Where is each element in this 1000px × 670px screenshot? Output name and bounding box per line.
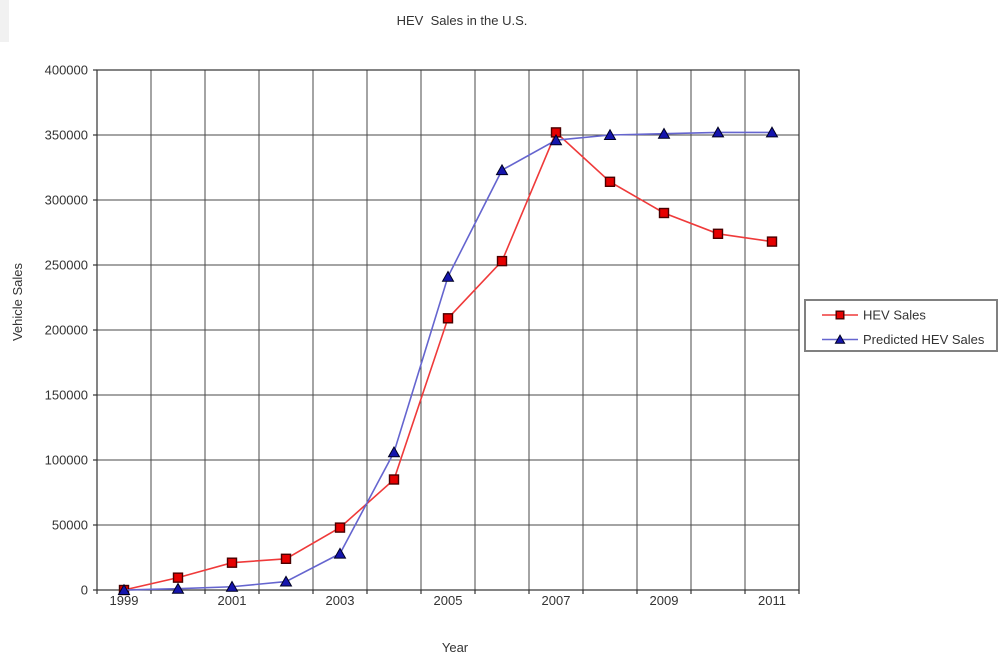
hev-sales-marker [604, 176, 616, 188]
hev-sales-marker [766, 236, 778, 247]
predicted-hev-sales-marker [495, 163, 509, 176]
x-tick-label-2001: 2001 [218, 593, 247, 608]
x-axis-title: Year [442, 640, 469, 655]
predicted-hev-sales-point-2000 [171, 582, 185, 594]
hev-sales-point-2001 [226, 557, 238, 568]
x-tick-label-2007: 2007 [542, 593, 571, 608]
predicted-hev-sales-marker [117, 583, 131, 595]
screenshot-artifact [0, 0, 9, 42]
y-tick-label-150000: 150000 [45, 388, 88, 403]
hev-sales-point-2011 [766, 236, 778, 247]
predicted-hev-sales-point-2009 [657, 127, 671, 139]
hev-sales-marker [442, 313, 454, 324]
legend-item-hev-sales: HEV Sales [822, 308, 926, 323]
x-tick-label-1999: 1999 [110, 593, 139, 608]
hev-sales-point-2003 [334, 522, 346, 533]
legend-item-predicted-hev-sales: Predicted HEV Sales [822, 332, 985, 347]
legend: HEV Sales Predicted HEV Sales [804, 299, 998, 352]
hev-sales-point-2002 [280, 553, 292, 564]
hev-sales-point-2004 [388, 474, 400, 485]
series-predicted-hev-sales [117, 126, 779, 595]
hev-sales-point-2006 [496, 255, 508, 267]
y-tick-label-300000: 300000 [45, 193, 88, 208]
y-tick-label-250000: 250000 [45, 258, 88, 273]
predicted-hev-sales-point-2002 [279, 575, 293, 587]
predicted-hev-sales-point-2006 [495, 163, 509, 176]
predicted-hev-sales-marker [387, 445, 401, 458]
hev-sales-point-2010 [712, 228, 724, 240]
predicted-hev-sales-point-2005 [441, 270, 455, 282]
predicted-hev-sales-marker [765, 126, 779, 138]
hev-sales-line [123, 131, 773, 591]
hev-sales-marker [496, 255, 508, 267]
hev-sales-marker [835, 310, 845, 320]
predicted-hev-sales-marker [441, 270, 455, 282]
y-tick-label-350000: 350000 [45, 128, 88, 143]
x-tick-label-2011: 2011 [758, 593, 786, 608]
predicted-hev-sales-point-1999 [117, 583, 131, 595]
y-tick-label-50000: 50000 [52, 518, 88, 533]
x-tick-label-2009: 2009 [650, 593, 679, 608]
axis-ticks [93, 69, 800, 594]
hev-sales-marker [172, 572, 184, 583]
hev-sales-marker [334, 522, 346, 533]
y-tick-label-100000: 100000 [45, 453, 88, 468]
chart-title: HEV Sales in the U.S. [397, 13, 528, 28]
hev-sales-marker [280, 553, 292, 564]
hev-sales-marker [388, 474, 400, 485]
y-tick-label-0: 0 [81, 583, 88, 598]
legend-label-hev-sales: HEV Sales [863, 308, 926, 323]
predicted-hev-sales-marker [834, 334, 846, 344]
hev-sales-point-2008 [604, 176, 616, 188]
hev-sales-marker [658, 207, 670, 219]
predicted-hev-sales-marker [603, 128, 617, 140]
predicted-hev-sales-point-2001 [225, 580, 239, 592]
predicted-hev-sales-marker [279, 575, 293, 587]
y-tick-label-200000: 200000 [45, 323, 88, 338]
predicted-hev-sales-marker [333, 547, 347, 559]
y-axis-title: Vehicle Sales [10, 262, 25, 341]
x-tick-label-2005: 2005 [434, 593, 463, 608]
predicted-hev-sales-marker [549, 133, 563, 146]
grid [97, 70, 799, 590]
predicted-hev-sales-marker [225, 580, 239, 592]
legend-label-predicted-hev-sales: Predicted HEV Sales [863, 332, 985, 347]
predicted-hev-sales-point-2004 [387, 445, 401, 458]
x-tick-label-2003: 2003 [326, 593, 355, 608]
predicted-hev-sales-marker [711, 126, 725, 138]
predicted-hev-sales-point-2008 [603, 128, 617, 140]
hev-sales-point-2005 [442, 313, 454, 324]
predicted-hev-sales-point-2011 [765, 126, 779, 138]
predicted-hev-sales-marker [657, 127, 671, 139]
predicted-hev-sales-line [123, 131, 772, 591]
hev-sales-marker [226, 557, 238, 568]
predicted-hev-sales-point-2003 [333, 547, 347, 559]
predicted-hev-sales-point-2007 [549, 133, 563, 146]
y-tick-label-400000: 400000 [45, 63, 88, 78]
predicted-hev-sales-point-2010 [711, 126, 725, 138]
predicted-hev-sales-marker [171, 582, 185, 594]
hev-sales-point-2009 [658, 207, 670, 219]
hev-sales-marker [712, 228, 724, 240]
hev-sales-point-2000 [172, 572, 184, 583]
